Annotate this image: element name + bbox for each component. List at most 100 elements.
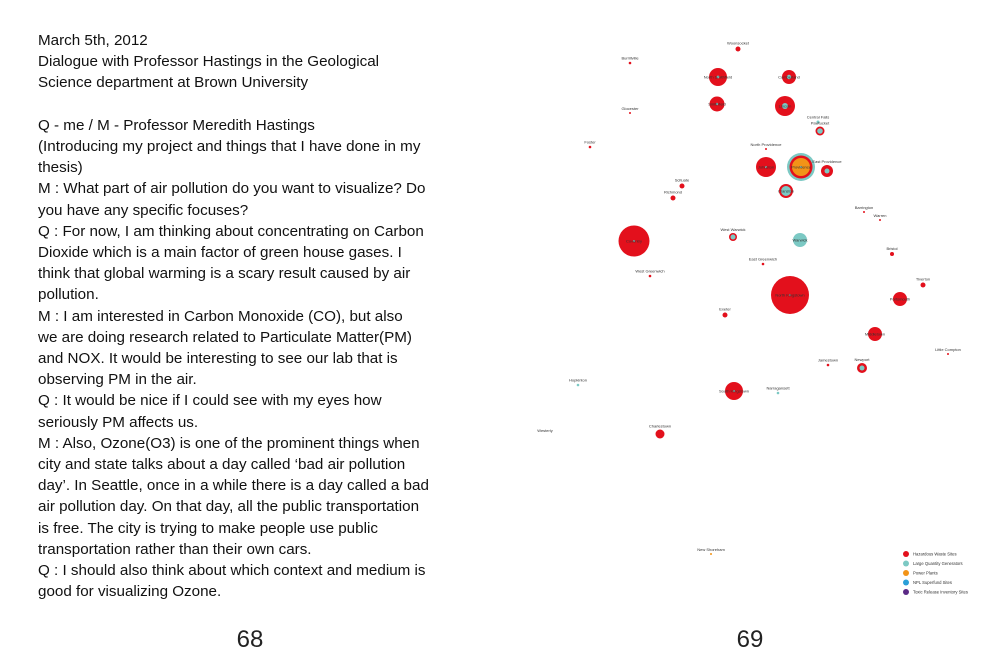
place-label: New Shoreham — [697, 547, 725, 552]
map-place: East Greenwich — [749, 257, 777, 266]
large_quantity-marker — [633, 240, 635, 242]
page-number-right: 69 — [736, 626, 764, 653]
hazardous-marker — [648, 274, 652, 278]
text-line: you have any specific focuses? — [38, 201, 249, 219]
hazardous-marker — [670, 195, 676, 201]
legend-label: Toxic Release Inventory Sites — [913, 590, 968, 595]
text-line: is free. The city is trying to make peop… — [38, 519, 378, 537]
hazardous-marker — [628, 61, 632, 65]
map-place: Exeter — [719, 307, 731, 318]
map-legend: Hazardous Waste Sites Large Quantity Gene… — [903, 551, 968, 595]
map-place: Middletown — [865, 327, 885, 341]
map-place: Providence — [787, 153, 815, 181]
map-place: Smithfield — [708, 96, 726, 112]
place-label: Narragansett — [766, 386, 790, 391]
legend-swatch — [903, 560, 909, 567]
hazardous-marker — [588, 145, 592, 149]
place-label: South Kingstown — [719, 389, 749, 394]
map-place: New Shoreham — [697, 547, 725, 555]
large_quantity-marker — [824, 168, 830, 174]
place-label: Scituate — [675, 178, 690, 183]
place-label: Bristol — [886, 246, 897, 251]
place-label: West Greenwich — [635, 269, 664, 274]
legend-label: Large Quantity Generators — [913, 561, 963, 566]
map-place: Newport — [855, 357, 870, 373]
text-line — [38, 94, 478, 115]
hazardous-marker — [890, 252, 894, 256]
hazardous-marker — [655, 429, 665, 439]
legend-label: Power Plants — [913, 571, 938, 576]
place-label: West Warwick — [720, 227, 745, 232]
large_quantity-marker — [715, 102, 719, 106]
place-label: Westerly — [537, 428, 552, 433]
text-line: air pollution day. On that day, all the … — [38, 498, 420, 516]
place-label: Hopkinton — [569, 378, 587, 383]
place-label: Smithfield — [708, 102, 726, 107]
map-place: Foster — [584, 140, 596, 149]
text-line: Q : I should also think about which cont… — [38, 562, 426, 580]
place-label: Jamestown — [818, 358, 838, 363]
hazardous-marker — [629, 112, 631, 114]
place-label: Burrillville — [621, 56, 639, 61]
text-line: pollution. — [38, 286, 99, 304]
pollution-map: Woonsocket Burrillville North Smithfield Cu… — [537, 41, 968, 595]
map-place: Bristol — [886, 246, 898, 256]
text-line: city and state talks about a day called … — [38, 456, 406, 474]
map-place: Richmond — [664, 190, 682, 201]
place-label: Woonsocket — [727, 41, 750, 46]
legend-label: Hazardous Waste Sites — [913, 552, 957, 557]
map-place: North Providence — [751, 142, 783, 150]
place-label: North Providence — [751, 142, 783, 147]
map-place: Johnston — [756, 157, 776, 177]
text-line: transportation rather than their own car… — [38, 540, 312, 558]
place-label: Cumberland — [778, 75, 800, 80]
hazardous-marker — [679, 183, 685, 189]
place-label: Providence — [791, 165, 812, 170]
text-line: thesis) — [38, 159, 83, 177]
map-place: Coventry — [618, 225, 650, 257]
place-label: Pawtucket — [811, 121, 830, 126]
place-label: Coventry — [626, 239, 642, 244]
map-place: Cumberland — [778, 70, 800, 84]
map-place: Little Compton — [935, 347, 961, 355]
legend-swatch — [903, 570, 909, 576]
text-line: M : I am interested in Carbon Monoxide (… — [38, 307, 403, 325]
map-place: Jamestown — [818, 358, 838, 367]
hazardous-marker — [765, 148, 767, 150]
place-label: Cranston — [778, 189, 794, 194]
map-place: Tiverton — [916, 277, 930, 288]
map-place: Barrington — [855, 205, 873, 213]
text-line: think that global warming is a scary res… — [38, 265, 411, 283]
place-label: Warwick — [793, 238, 808, 243]
power-marker — [710, 553, 712, 555]
map-places: Woonsocket Burrillville North Smithfield Cu… — [537, 41, 961, 555]
text-line: Dioxide which is a main factor of green … — [38, 244, 402, 262]
hazardous-marker — [735, 46, 741, 52]
large_quantity-marker — [789, 294, 791, 296]
large_quantity-marker — [781, 186, 791, 196]
dialogue-text: March 5th, 2012 Dialogue with Professor H… — [38, 30, 478, 602]
place-label: Middletown — [865, 332, 885, 337]
map-place: Charlestown — [649, 424, 671, 439]
text-line: M : Also, Ozone(O3) is one of the promin… — [38, 434, 420, 452]
map-place: West Warwick — [720, 227, 746, 241]
place-label: Johnston — [758, 165, 774, 170]
text-line: Science department at Brown University — [38, 74, 309, 92]
place-label: Exeter — [719, 307, 731, 312]
map-place: Westerly — [537, 428, 552, 433]
place-label: Richmond — [664, 190, 682, 195]
large_quantity-marker — [782, 103, 788, 109]
large_quantity-marker — [730, 234, 736, 240]
large_quantity-marker — [816, 120, 820, 124]
place-label: East Providence — [812, 159, 842, 164]
text-line: seriously PM affects us. — [38, 413, 199, 431]
map-place: Narragansett — [766, 386, 790, 395]
text-line: M : What part of air pollution do you wa… — [38, 180, 426, 198]
map-place: West Greenwich — [635, 269, 665, 278]
place-label: Foster — [584, 140, 596, 145]
place-label: Charlestown — [649, 424, 671, 429]
hazardous-marker — [826, 363, 830, 367]
place-label: Barrington — [855, 205, 873, 210]
text-line: March 5th, 2012 — [38, 32, 148, 49]
hazardous-marker — [947, 353, 949, 355]
